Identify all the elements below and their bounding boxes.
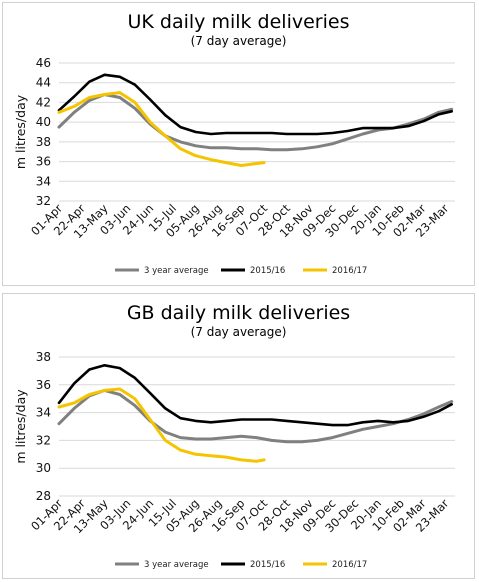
legend-label-y2016: 2016/17 (332, 560, 367, 570)
uk-chart-panel: UK daily milk deliveries (7 day average)… (2, 2, 475, 286)
gb-chart-panel: GB daily milk deliveries (7 day average)… (2, 293, 475, 579)
series-line-y2015 (57, 73, 454, 136)
y-tick-label: 38 (36, 350, 51, 364)
y-tick-label: 28 (36, 489, 51, 503)
chart-title: GB daily milk deliveries (126, 302, 351, 324)
series-line-y2016 (57, 91, 266, 167)
y-tick-label: 40 (36, 115, 51, 129)
chart-title: UK daily milk deliveries (127, 11, 350, 33)
series-line-avg3 (57, 388, 454, 444)
y-axis-label: m litres/day (13, 389, 28, 464)
legend-label-avg3: 3 year average (144, 266, 209, 276)
y-tick-label: 34 (36, 174, 51, 188)
y-tick-label: 44 (36, 76, 51, 90)
legend-label-avg3: 3 year average (144, 560, 209, 570)
y-axis-label: m litres/day (13, 94, 28, 169)
y-tick-label: 34 (36, 406, 51, 420)
y-tick-label: 32 (36, 194, 51, 208)
legend-label-y2015: 2015/16 (250, 266, 285, 276)
y-tick-label: 38 (36, 135, 51, 149)
y-tick-label: 36 (36, 378, 51, 392)
y-tick-label: 36 (36, 155, 51, 169)
legend-label-y2015: 2015/16 (250, 560, 285, 570)
y-tick-label: 32 (36, 433, 51, 447)
series-line-y2015 (57, 364, 454, 427)
series-line-y2016 (57, 387, 266, 463)
y-tick-label: 42 (36, 95, 51, 109)
chart-subtitle: (7 day average) (190, 325, 287, 339)
chart-subtitle: (7 day average) (190, 34, 287, 48)
y-tick-label: 30 (36, 461, 51, 475)
legend-label-y2016: 2016/17 (332, 266, 367, 276)
y-tick-label: 46 (36, 56, 51, 70)
